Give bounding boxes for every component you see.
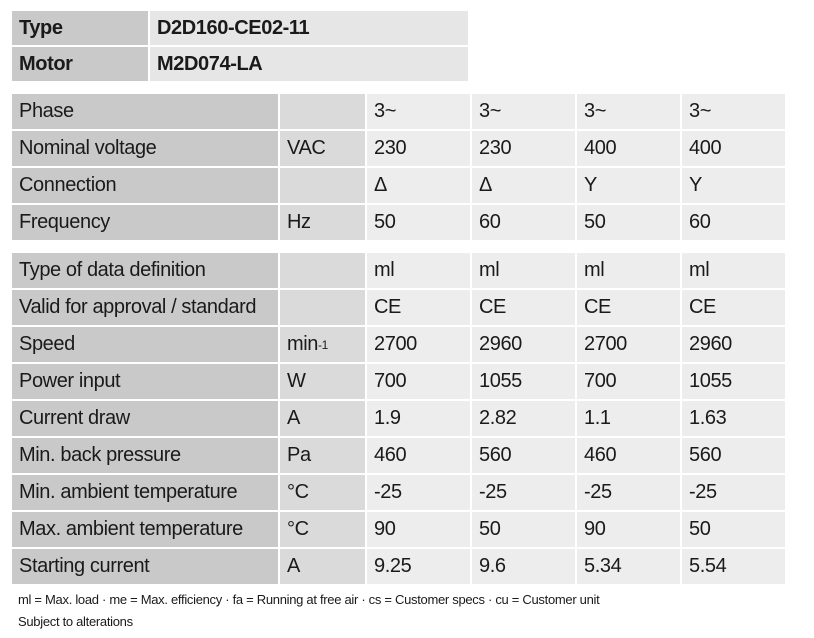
value: 460 [367,438,470,473]
value: ml [577,253,680,288]
value: -25 [682,475,785,510]
value: 60 [472,205,575,240]
value: 560 [472,438,575,473]
unit [280,290,365,325]
value: 9.6 [472,549,575,584]
value: 50 [367,205,470,240]
unit: °C [280,512,365,547]
value: 2700 [367,327,470,362]
row-label: Connection [12,168,278,203]
value: 5.54 [682,549,785,584]
value: -25 [472,475,575,510]
value: 2960 [682,327,785,362]
unit: min -1 [280,327,365,362]
row-label: Current draw [12,401,278,436]
value: -25 [367,475,470,510]
unit [280,253,365,288]
footnote: ml = Max. load · me = Max. efficiency · … [18,592,600,607]
value: 90 [367,512,470,547]
header-value: D2D160-CE02-11 [150,11,468,45]
value: 2700 [577,327,680,362]
value: 3~ [577,94,680,129]
value: ml [682,253,785,288]
row-label: Min. ambient temperature [12,475,278,510]
unit [280,168,365,203]
row-label: Max. ambient temperature [12,512,278,547]
value: 700 [577,364,680,399]
unit: A [280,549,365,584]
value: ml [367,253,470,288]
value: 460 [577,438,680,473]
value: CE [682,290,785,325]
value: 50 [682,512,785,547]
header-label: Motor [12,47,148,81]
value: 400 [682,131,785,166]
row-label: Power input [12,364,278,399]
row-label: Min. back pressure [12,438,278,473]
value: Δ [472,168,575,203]
row-label: Starting current [12,549,278,584]
value: 50 [577,205,680,240]
value: 700 [367,364,470,399]
value: 2.82 [472,401,575,436]
unit: °C [280,475,365,510]
value: CE [472,290,575,325]
value: 1055 [472,364,575,399]
value: 3~ [682,94,785,129]
value: ml [472,253,575,288]
unit [280,94,365,129]
value: CE [367,290,470,325]
row-label: Speed [12,327,278,362]
value: 400 [577,131,680,166]
row-label: Frequency [12,205,278,240]
unit: Pa [280,438,365,473]
value: 50 [472,512,575,547]
value: 1.63 [682,401,785,436]
value: Δ [367,168,470,203]
unit: A [280,401,365,436]
unit: W [280,364,365,399]
value: 1.1 [577,401,680,436]
value: -25 [577,475,680,510]
header-value: M2D074-LA [150,47,468,81]
value: 2960 [472,327,575,362]
value: 90 [577,512,680,547]
value: 230 [472,131,575,166]
footnote: Subject to alterations [18,614,133,629]
value: Y [682,168,785,203]
value: 230 [367,131,470,166]
header-label: Type [12,11,148,45]
row-label: Valid for approval / standard [12,290,278,325]
value: Y [577,168,680,203]
unit: VAC [280,131,365,166]
value: 3~ [472,94,575,129]
value: 560 [682,438,785,473]
unit: Hz [280,205,365,240]
row-label: Type of data definition [12,253,278,288]
row-label: Nominal voltage [12,131,278,166]
value: 1055 [682,364,785,399]
value: 60 [682,205,785,240]
unit-exponent: -1 [318,337,328,352]
row-label: Phase [12,94,278,129]
value: 5.34 [577,549,680,584]
value: 9.25 [367,549,470,584]
value: 1.9 [367,401,470,436]
value: 3~ [367,94,470,129]
value: CE [577,290,680,325]
